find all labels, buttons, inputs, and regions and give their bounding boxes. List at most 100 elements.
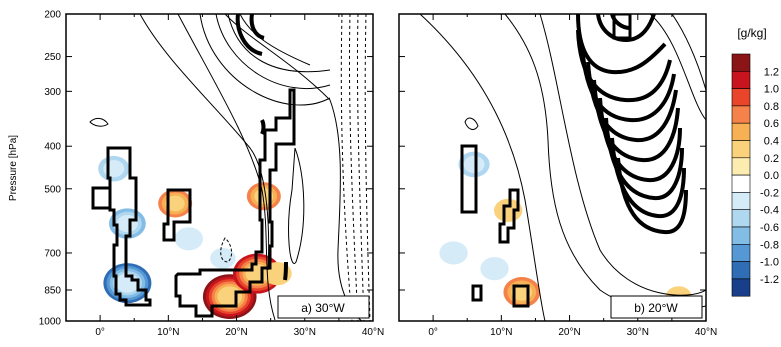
panel-b: 0° 10°N 20°N 30°N 40°N b) 20°W bbox=[398, 13, 717, 338]
significance-outline bbox=[512, 284, 530, 308]
x-tick-label: 30°N bbox=[627, 327, 649, 338]
colorbar-swatch bbox=[731, 71, 751, 89]
contour-line bbox=[199, 14, 331, 106]
colorbar-swatch bbox=[731, 209, 751, 228]
colorbar-label: 0.4 bbox=[764, 136, 779, 148]
colorbar-swatch bbox=[731, 122, 751, 141]
contour-line-thick bbox=[596, 14, 656, 43]
shading-cell bbox=[480, 257, 509, 281]
colorbar-label: 1.2 bbox=[764, 66, 779, 78]
contour-line-thick bbox=[235, 14, 263, 56]
contour-line-dashed bbox=[364, 14, 371, 321]
y-tick-label: 1000 bbox=[39, 317, 62, 328]
contour-line bbox=[649, 14, 706, 121]
colorbar-label: 0.0 bbox=[764, 170, 779, 182]
colorbar-swatch bbox=[731, 226, 751, 245]
colorbar-label: -0.8 bbox=[760, 239, 779, 251]
x-tick-label: 10°N bbox=[490, 327, 512, 338]
contour-line bbox=[288, 147, 305, 264]
colorbar-swatch bbox=[731, 157, 751, 176]
contour-line-thick bbox=[249, 14, 265, 40]
significance-outline bbox=[498, 188, 520, 244]
contour-line-dashed bbox=[348, 14, 359, 321]
panel-a-title: a) 30°W bbox=[301, 301, 345, 315]
colorbar-label: 1.0 bbox=[764, 84, 779, 96]
y-tick-label: 250 bbox=[44, 52, 61, 63]
panel-a-title-box bbox=[277, 295, 370, 319]
contour-line bbox=[464, 117, 479, 130]
panel-b-frame bbox=[398, 13, 707, 322]
significance-outline bbox=[106, 146, 152, 307]
contour-line bbox=[239, 14, 311, 66]
y-tick-label: 300 bbox=[44, 87, 61, 98]
contour-line bbox=[671, 14, 706, 91]
colorbar-swatch bbox=[731, 140, 751, 159]
panel-b-contours bbox=[419, 14, 706, 321]
shading-cell bbox=[174, 227, 203, 251]
contour-line-dashed bbox=[340, 14, 353, 321]
contour-line bbox=[539, 14, 706, 296]
colorbar-swatch bbox=[731, 105, 751, 124]
colorbar-label: -1.0 bbox=[760, 257, 779, 269]
colorbar-swatch bbox=[731, 261, 751, 280]
contour-line bbox=[220, 237, 233, 263]
shading-cell bbox=[165, 195, 185, 212]
contour-line bbox=[89, 117, 109, 127]
contour-line bbox=[227, 14, 331, 73]
contour-line bbox=[419, 14, 546, 321]
panel-a: 0° 10°N 20°N 30°N 40°N 200 250 300 400 500 700 850 1… bbox=[39, 10, 384, 339]
colorbar-swatches bbox=[731, 53, 751, 297]
panel-b-ticks: 0° 10°N 20°N 30°N 40°N bbox=[398, 13, 717, 338]
colorbar-label: 0.2 bbox=[764, 153, 779, 165]
significance-outline bbox=[471, 284, 483, 302]
panel-a-ticks: 0° 10°N 20°N 30°N 40°N 200 250 300 400 500 700 850 1… bbox=[39, 10, 384, 339]
contour-line-thick bbox=[616, 157, 688, 235]
y-tick-label: 500 bbox=[44, 184, 61, 195]
significance-outline bbox=[91, 186, 112, 210]
x-tick-label: 20°N bbox=[225, 327, 247, 338]
panel-b-title-box bbox=[610, 295, 703, 319]
contour-line-thick bbox=[576, 14, 667, 75]
colorbar-swatch bbox=[731, 192, 751, 210]
colorbar-swatch bbox=[731, 88, 751, 107]
x-tick-label: 40°N bbox=[362, 327, 384, 338]
significance-outline bbox=[162, 188, 192, 242]
contour-line-thick bbox=[283, 261, 288, 281]
panel-b-title: b) 20°W bbox=[634, 301, 678, 315]
colorbar-label: -0.4 bbox=[760, 205, 779, 217]
colorbar-unit: [g/kg] bbox=[737, 26, 766, 40]
colorbar-labels: 1.2 1.0 0.8 0.6 0.4 0.2 0.0 -0.2 -0.4 -0.6 -0.8 -1.… bbox=[760, 66, 779, 286]
colorbar: [g/kg] 1.2 1.0 0.8 0.6 0.4 0.2 0.0 -0.2 -0.4 -0.6… bbox=[731, 26, 779, 297]
x-tick-label: 10°N bbox=[157, 327, 179, 338]
colorbar-label: 0.8 bbox=[764, 101, 779, 113]
x-tick-label: 30°N bbox=[294, 327, 316, 338]
contour-line-thick bbox=[260, 119, 266, 135]
colorbar-label: -0.6 bbox=[760, 222, 779, 234]
contour-line-dashed bbox=[356, 14, 365, 321]
x-tick-label: 40°N bbox=[695, 327, 717, 338]
y-tick-label: 400 bbox=[44, 142, 61, 153]
colorbar-swatch bbox=[731, 53, 751, 72]
shading-cell bbox=[463, 155, 485, 173]
x-tick-label: 0° bbox=[95, 327, 105, 338]
shading-cell bbox=[103, 160, 125, 178]
panel-a-contours bbox=[89, 14, 371, 321]
colorbar-label: 0.6 bbox=[764, 118, 779, 130]
colorbar-swatch bbox=[731, 244, 751, 262]
contour-line bbox=[215, 14, 331, 90]
significance-outline bbox=[612, 14, 632, 40]
contour-line bbox=[139, 14, 270, 271]
y-tick-label: 200 bbox=[44, 10, 61, 21]
y-tick-label: 850 bbox=[44, 285, 61, 296]
colorbar-label: -0.2 bbox=[760, 187, 779, 199]
significance-outline bbox=[460, 144, 478, 214]
shading-cell bbox=[210, 247, 236, 269]
x-tick-label: 0° bbox=[428, 327, 438, 338]
x-tick-label: 20°N bbox=[558, 327, 580, 338]
colorbar-label: -1.2 bbox=[760, 274, 779, 286]
y-tick-label: 700 bbox=[44, 248, 61, 259]
panel-a-frame bbox=[65, 13, 374, 322]
y-axis-label: Pressure [hPa] bbox=[8, 135, 19, 201]
shading-cell bbox=[439, 241, 468, 265]
